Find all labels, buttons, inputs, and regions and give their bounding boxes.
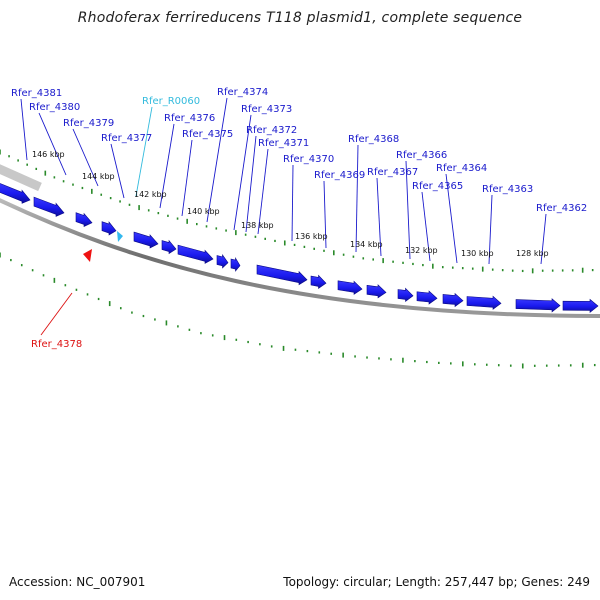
leader-line [135,106,153,197]
gene-label: Rfer_4369 [314,170,365,181]
outer-tick-ring [0,149,594,274]
leader-line [355,144,359,253]
gene-arrow [33,196,65,217]
gene-leader-lines [20,97,547,336]
leader-line [206,97,228,223]
leader-line [376,177,382,257]
leader-line [245,135,257,233]
leader-line [405,160,411,260]
gene-label: Rfer_R0060 [142,96,200,107]
gene-label: Rfer_4363 [482,184,533,195]
gene-label: Rfer_4377 [101,133,152,144]
gene-label: Rfer_4378 [31,339,82,350]
kbp-label: 146 kbp [32,150,65,159]
map-title: Rhodoferax ferrireducens T118 plasmid1, … [77,10,523,26]
gene-arrow [397,287,414,303]
gene-label: Rfer_4364 [436,163,487,174]
gene-label: Rfer_4381 [11,88,62,99]
gene-label: Rfer_4376 [164,113,215,124]
kbp-label: 128 kbp [516,249,549,258]
gene-label: Rfer_4380 [29,102,80,113]
gene-arrow [366,284,387,299]
leader-line [40,292,73,336]
topology-summary: Topology: circular; Length: 257,447 bp; … [283,575,590,589]
reverse-gene-arrow [83,249,92,262]
gene-arrow [416,290,438,305]
leader-line [20,98,28,161]
leader-line [159,123,175,209]
gene-arrow [562,298,599,314]
gene-label: Rfer_4371 [258,138,309,149]
gene-arrow [75,212,93,227]
gene-arrow [515,298,561,313]
gene-arrow [216,253,229,269]
gene-arrow [0,183,31,204]
gene-arrow [442,292,464,308]
kbp-label: 138 kbp [241,221,274,230]
kbp-label: 130 kbp [461,249,494,258]
leader-line [488,194,493,265]
plasmid-backbone [0,198,600,318]
leader-line [445,173,458,264]
gene-label: Rfer_4374 [217,87,268,98]
kbp-label: 144 kbp [82,172,115,181]
gene-label: Rfer_4368 [348,134,399,145]
leader-line [257,148,269,235]
gene-arrow [230,256,241,272]
leader-line [181,139,193,217]
kbp-labels: 146 kbp 144 kbp 142 kbp 140 kbp 138 kbp 136 k… [32,150,549,258]
kbp-label: 134 kbp [350,240,383,249]
gene-label: Rfer_4365 [412,181,463,192]
gene-labels: Rfer_4381 Rfer_4380 Rfer_4379 Rfer_4377 Rfer… [11,87,587,350]
gene-label: Rfer_4370 [283,154,334,165]
gene-label: Rfer_4379 [63,118,114,129]
gene-label: Rfer_4372 [246,125,297,136]
leader-line [110,143,125,199]
leader-line [540,213,547,265]
leader-line [72,128,99,187]
kbp-label: 132 kbp [405,246,438,255]
gene-arrow [466,295,502,310]
gene-arrow [177,244,214,264]
gene-arrow [133,231,159,249]
gene-arrows [0,183,599,314]
leader-line [233,114,252,231]
gene-label: Rfer_4375 [182,129,233,140]
gene-label: Rfer_4362 [536,203,587,214]
gene-label: Rfer_4366 [396,150,447,161]
kbp-label: 142 kbp [134,190,167,199]
inner-tick-ring [0,252,596,369]
gene-label: Rfer_4367 [367,167,418,178]
backbone-highlight [0,164,42,192]
gene-label: Rfer_4373 [241,104,292,115]
leader-line [291,164,294,242]
kbp-label: 140 kbp [187,207,220,216]
leader-line [421,191,431,262]
kbp-label: 136 kbp [295,232,328,241]
leader-line [323,180,327,249]
leader-line [38,112,67,176]
accession-text: Accession: NC_007901 [9,575,146,589]
gene-arrow [256,264,308,286]
gene-arrow [161,239,177,255]
trna-arrow [117,231,123,242]
gene-arrow [337,280,363,295]
gene-arrow [310,274,327,289]
gene-arrow [101,221,117,236]
